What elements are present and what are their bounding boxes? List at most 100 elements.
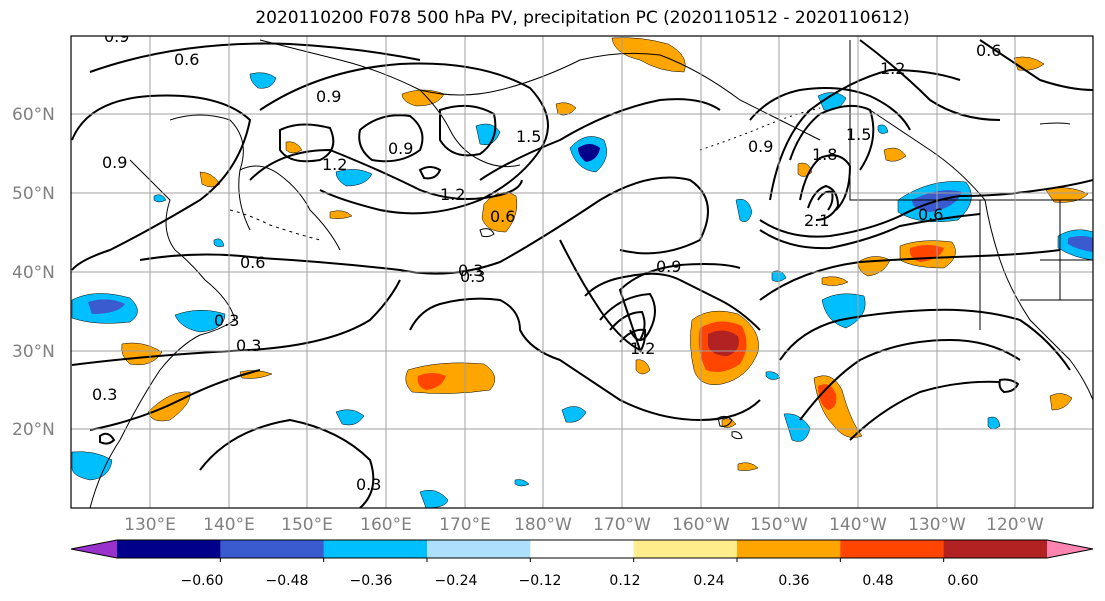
lon-label: 180°W — [514, 515, 572, 535]
lon-label: 140°W — [829, 515, 887, 535]
contour-label: 1.5 — [516, 127, 541, 146]
pos-area — [611, 37, 686, 73]
colorbar-outline — [70, 539, 1094, 559]
contour-label: 0.9 — [102, 153, 127, 172]
pos-area — [708, 330, 739, 356]
map-title: 2020110200 F078 500 hPa PV, precipitatio… — [255, 8, 910, 28]
lon-label: 160°W — [672, 515, 730, 535]
colorbar-tick-label: −0.36 — [350, 573, 393, 589]
contour-label: 1.2 — [880, 59, 905, 78]
contour-label: 0.3 — [92, 385, 117, 404]
colorbar-ticks — [219, 558, 945, 562]
contour-label: 0.3 — [214, 311, 239, 330]
lon-label: 130°E — [124, 515, 176, 535]
pos-area — [417, 373, 446, 390]
colorbar-tick-label: 0.36 — [778, 573, 809, 589]
lat-label: 50°N — [12, 184, 55, 204]
contour-label: 0.9 — [316, 87, 341, 106]
gridlines — [71, 36, 1093, 508]
lon-label: 130°W — [908, 515, 966, 535]
lat-label: 40°N — [12, 263, 55, 283]
colorbar: −0.60 −0.48 −0.36 −0.24 −0.12 0.12 0.24 … — [70, 539, 1094, 589]
colorbar-segment — [71, 540, 117, 558]
colorbar-segment — [427, 540, 531, 558]
pos-area — [737, 462, 759, 471]
lat-label: 20°N — [12, 420, 55, 440]
contour-label: 1.2 — [630, 339, 655, 358]
contour-label: 0.3 — [236, 336, 261, 355]
pos-area — [821, 276, 849, 286]
colorbar-tick-label: 0.24 — [693, 573, 724, 589]
contour-label: 0.6 — [918, 205, 943, 224]
lon-label: 160°E — [360, 515, 412, 535]
neg-area — [578, 144, 600, 162]
pos-area — [818, 384, 837, 410]
colorbar-tick-label: 0.12 — [609, 573, 640, 589]
colorbar-fills — [71, 540, 1093, 558]
colorbar-tick-label: −0.60 — [181, 573, 224, 589]
colorbar-tick-label: −0.12 — [519, 573, 562, 589]
neg-area — [987, 416, 1001, 430]
contour-labels: 0.9 0.6 0.9 1.2 0.9 1.5 1.2 0.6 0.3 0.6 … — [92, 27, 1001, 494]
contour-label: 0.6 — [976, 41, 1001, 60]
neg-area — [735, 199, 753, 222]
neg-area — [783, 413, 811, 442]
colorbar-tick-label: 0.60 — [947, 573, 978, 589]
neg-area — [514, 479, 530, 487]
contour-label: 0.3 — [458, 261, 483, 280]
contour-label: 2.1 — [804, 211, 829, 230]
colorbar-segment — [530, 540, 635, 558]
lon-label: 120°W — [986, 515, 1044, 535]
contour-label: 0.9 — [388, 139, 413, 158]
colorbar-segment — [220, 540, 325, 558]
precipitation-shading — [71, 37, 1093, 508]
colorbar-tick-labels: −0.60 −0.48 −0.36 −0.24 −0.12 0.12 0.24 … — [181, 573, 979, 589]
contour-label: 0.3 — [460, 267, 485, 286]
colorbar-segment — [633, 540, 738, 558]
lon-label: 140°E — [203, 515, 255, 535]
lon-label: 150°W — [750, 515, 808, 535]
neg-area — [877, 124, 889, 134]
colorbar-tick-label: −0.48 — [266, 573, 309, 589]
coastlines — [89, 39, 1093, 508]
colorbar-segment — [323, 540, 428, 558]
map-panel: 0.9 0.6 0.9 1.2 0.9 1.5 1.2 0.6 0.3 0.6 … — [71, 27, 1093, 508]
neg-area — [765, 371, 781, 380]
colorbar-segment — [840, 540, 945, 558]
neg-area — [1068, 236, 1093, 252]
colorbar-segment — [117, 540, 221, 558]
pos-area — [401, 89, 445, 107]
contour-label: 0.6 — [174, 50, 199, 69]
neg-area — [213, 238, 225, 247]
pos-area — [635, 359, 651, 375]
contour-label: 0.9 — [104, 27, 129, 46]
contour-label: 0.3 — [356, 475, 381, 494]
longitude-labels: 130°E 140°E 150°E 160°E 170°E 180°W 170°… — [124, 515, 1044, 535]
contour-label: 1.2 — [322, 155, 347, 174]
colorbar-tick-label: 0.48 — [862, 573, 893, 589]
neg-area — [561, 406, 587, 423]
contour-label: 1.2 — [440, 185, 465, 204]
lon-label: 150°E — [281, 515, 333, 535]
colorbar-segment — [1047, 540, 1093, 558]
pos-area — [329, 210, 353, 219]
neg-area — [821, 293, 866, 329]
neg-area — [249, 72, 277, 89]
contour-label: 0.6 — [490, 207, 515, 226]
pos-area — [721, 418, 737, 428]
neg-area — [475, 123, 501, 145]
contour-label: 0.9 — [748, 137, 773, 156]
latitude-labels: 60°N 50°N 40°N 30°N 20°N — [12, 105, 55, 440]
lat-label: 30°N — [12, 342, 55, 362]
lat-label: 60°N — [12, 105, 55, 125]
neg-area — [335, 169, 373, 187]
neg-area — [174, 310, 226, 333]
pos-area — [199, 171, 221, 188]
contour-label: 0.6 — [240, 253, 265, 272]
colorbar-segment — [737, 540, 841, 558]
map-frame — [70, 35, 1094, 509]
lon-label: 170°E — [439, 515, 491, 535]
neg-area — [335, 409, 365, 426]
neg-area — [153, 194, 167, 203]
neg-area — [88, 299, 125, 314]
